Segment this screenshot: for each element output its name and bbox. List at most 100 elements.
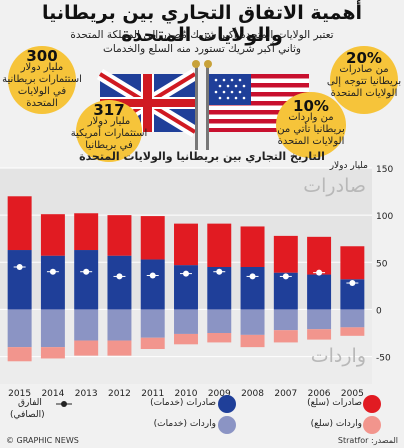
- import-region-label: واردات: [311, 345, 366, 367]
- bar-import-goods: [174, 333, 198, 345]
- bar-import-goods: [40, 347, 65, 359]
- net-point: [116, 273, 123, 280]
- stat-value: 317: [93, 101, 125, 119]
- x-tick-label: 2013: [75, 389, 98, 399]
- bar-export-services: [74, 250, 99, 310]
- bar-export-services: [7, 250, 32, 310]
- bar-import-services: [107, 309, 132, 341]
- stat-bubble-top-left: [8, 46, 76, 114]
- bar-import-goods: [140, 337, 165, 350]
- legend-net-2: (الصافي): [10, 410, 45, 420]
- stat-line: استثمارات بريطانية: [2, 74, 82, 85]
- bar-import-goods: [207, 333, 232, 343]
- legend-swatch-goods-import: [363, 416, 381, 434]
- stat-line: من صادرات: [339, 64, 389, 75]
- bar-export-goods: [340, 246, 365, 280]
- stat-top-right: 20% من صادرات بريطانيا تتوجه إلى الولايا…: [320, 49, 404, 100]
- net-point: [216, 268, 223, 275]
- stat-bubble-mid-right: [276, 92, 346, 158]
- stat-line: في الولايات: [17, 86, 67, 97]
- stat-line: بريطانيا تتوجه إلى: [326, 76, 402, 87]
- bar-export-goods: [273, 235, 298, 273]
- net-point: [282, 273, 289, 280]
- subtitle-line-1: تعتبر الولايات المتحدة أكبر شريك مُصدر إ…: [70, 29, 334, 41]
- chart-title: التاريخ التجاري بين بريطانيا والولايات ا…: [79, 150, 325, 163]
- bar-export-goods: [240, 226, 265, 267]
- bar-export-services: [240, 267, 265, 310]
- bar-import-services: [174, 309, 198, 334]
- export-region-label: صادرات: [303, 175, 366, 197]
- subtitle-line-2: وثاني أكبر شريك تستورد منه السلع والخدما…: [103, 43, 301, 55]
- bar-import-services: [307, 309, 332, 330]
- bar-export-services: [307, 274, 332, 310]
- page-subtitle: تعتبر الولايات المتحدة أكبر شريك مُصدر إ…: [60, 28, 344, 56]
- x-tick-label: 2009: [208, 389, 231, 399]
- x-tick-label: 2012: [108, 389, 131, 399]
- net-point: [49, 268, 56, 275]
- bar-import-services: [7, 309, 32, 348]
- legend-services-export: صادرات (خدمات): [150, 398, 216, 408]
- bar-export-services: [273, 272, 298, 310]
- stat-line: من واردات: [288, 112, 334, 123]
- legend-swatches: [56, 395, 381, 434]
- legend-services-import: واردات (خدمات): [153, 419, 216, 429]
- us-flag-icon: [209, 74, 309, 132]
- legend-goods-export: صادرات (سلع): [307, 398, 362, 408]
- flags-illustration: [96, 60, 309, 150]
- legend-net: الفارق: [18, 398, 42, 408]
- x-tick-label: 2008: [241, 389, 264, 399]
- footer-brand: © GRAPHIC NEWS: [6, 436, 79, 445]
- stat-value: 10%: [293, 97, 329, 115]
- y-tick-label: 50: [376, 259, 388, 269]
- legend-swatch-net-dot: [61, 401, 67, 407]
- legend-goods-import: واردات (سلع): [310, 419, 362, 429]
- bar-export-services: [340, 279, 365, 310]
- y-tick-label: 150: [376, 165, 393, 175]
- stat-bubble-mid-left: [76, 100, 142, 162]
- bar-export-goods: [207, 223, 232, 267]
- bar-export-goods: [74, 213, 99, 251]
- bar-export-goods: [107, 215, 132, 256]
- bar-import-goods: [340, 327, 365, 336]
- legend-swatch-services-import: [218, 416, 236, 434]
- bar-export-services: [40, 255, 65, 310]
- stat-bubble-top-right: [330, 46, 398, 114]
- stat-mid-right: 10% من واردات بريطانيا تأتي من الولايات …: [270, 97, 352, 148]
- stat-top-left: 300 مليار دولار استثمارات بريطانية في ال…: [0, 49, 84, 110]
- bar-import-goods: [107, 340, 132, 356]
- net-point: [16, 264, 23, 270]
- bar-import-goods: [7, 347, 32, 362]
- y-tick-label: 100: [376, 212, 393, 222]
- flag-pole-right: [206, 64, 209, 150]
- y-tick-label: 0: [376, 306, 382, 316]
- net-point: [149, 272, 156, 279]
- stat-line: استثمارات أمريكية: [70, 128, 148, 139]
- bar-import-goods: [273, 330, 298, 343]
- bar-export-services: [140, 259, 165, 310]
- x-tick-label: 2006: [308, 389, 331, 399]
- bar-export-goods: [174, 223, 198, 266]
- stat-unit: مليار دولار: [87, 116, 131, 127]
- page-title: أهمية الاتفاق التجاري بين بريطانيا والول…: [41, 2, 363, 46]
- stat-line: الولايات المتحدة: [277, 136, 345, 147]
- bar-import-services: [140, 309, 165, 338]
- stat-value: 20%: [346, 49, 382, 67]
- bar-export-goods: [7, 196, 32, 251]
- stat-line: في بريطانيا: [85, 140, 133, 151]
- bar-import-services: [240, 309, 265, 335]
- x-tick-label: 2007: [274, 389, 297, 399]
- legend-swatch-services-export: [218, 395, 236, 413]
- y-tick-label: -50: [376, 354, 391, 364]
- x-tick-label: 2011: [141, 389, 164, 399]
- bar-export-goods: [140, 216, 165, 260]
- bar-import-services: [273, 309, 298, 331]
- x-tick-label: 2005: [341, 389, 364, 399]
- footer-source: المصدر: Stratfor: [337, 436, 398, 445]
- stat-line: المتحدة: [26, 98, 58, 109]
- net-point: [316, 269, 323, 276]
- net-point: [249, 273, 256, 280]
- trade-chart: 150 100 50 0 -50 مليار دولار صادرات واردات 2015 2…: [0, 161, 393, 399]
- net-point: [349, 280, 356, 287]
- x-tick-label: 2014: [41, 389, 64, 399]
- x-tick-label: 2010: [175, 389, 198, 399]
